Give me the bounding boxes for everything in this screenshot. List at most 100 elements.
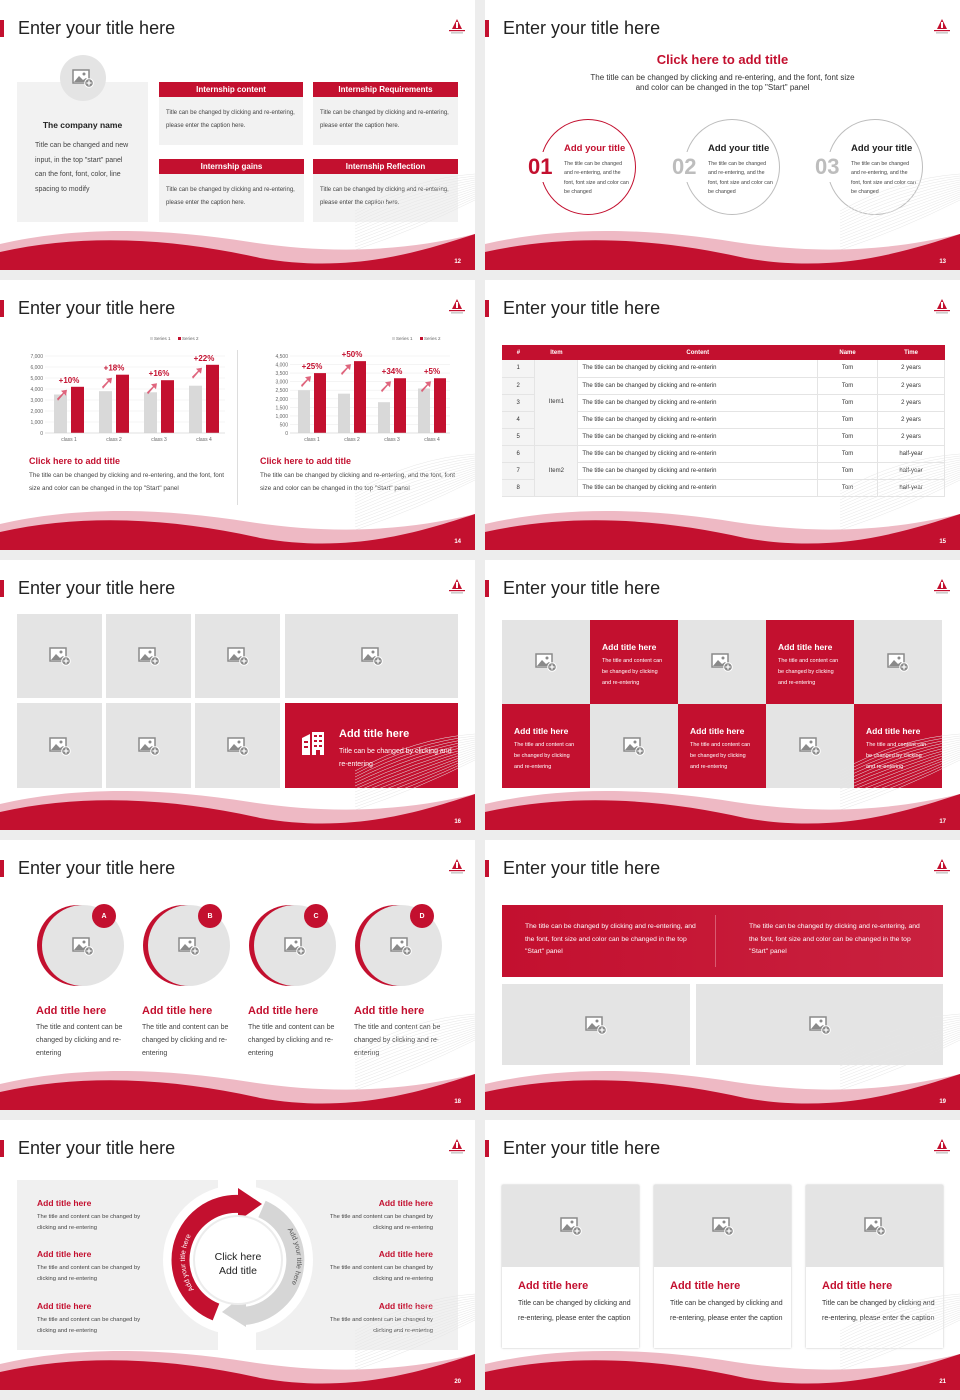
- slide-title[interactable]: Enter your title here: [18, 298, 176, 318]
- image-placeholder[interactable]: [502, 1185, 639, 1267]
- slide-21[interactable]: Add title here Title can be changed by c…: [485, 1120, 960, 1390]
- image-placeholder[interactable]: [854, 620, 942, 704]
- slide-title[interactable]: Enter your title here: [503, 578, 661, 598]
- image-circle[interactable]: [148, 905, 230, 986]
- image-add-icon: [808, 1015, 831, 1035]
- cell-number: 6: [502, 445, 536, 463]
- image-add-icon: [226, 646, 249, 666]
- slide-13[interactable]: Click here to add title The title can be…: [485, 0, 960, 270]
- image-placeholder[interactable]: [195, 614, 280, 698]
- slide-title[interactable]: Enter your title here: [503, 858, 661, 878]
- bar-series-2[interactable]: [314, 373, 326, 433]
- table-row[interactable]: 5 The title can be changed by clicking a…: [502, 428, 945, 446]
- bar-series-1[interactable]: [378, 402, 390, 433]
- company-image-placeholder[interactable]: [60, 55, 106, 101]
- image-placeholder[interactable]: [590, 704, 678, 788]
- image-placeholder[interactable]: [195, 703, 280, 788]
- table-row[interactable]: 2 The title can be changed by clicking a…: [502, 377, 945, 395]
- title-accent-bar: [0, 20, 4, 37]
- text-tile[interactable]: Add title here The title and content can …: [678, 704, 766, 788]
- card-desc: Title can be changed by clicking and re-…: [518, 1300, 631, 1322]
- image-placeholder[interactable]: [766, 704, 854, 788]
- image-placeholder[interactable]: [654, 1185, 791, 1267]
- feature-tile[interactable]: Add title here Title can be changed by c…: [285, 703, 458, 788]
- table-row[interactable]: 7 The title can be changed by clicking a…: [502, 462, 945, 480]
- card[interactable]: Add title here Title can be changed by c…: [654, 1185, 791, 1348]
- slide-title[interactable]: Enter your title here: [18, 1138, 176, 1158]
- x-tick-label: class 1: [61, 437, 77, 443]
- slide-title[interactable]: Enter your title here: [18, 578, 176, 598]
- bar-series-2[interactable]: [434, 378, 446, 433]
- page-number: 12: [454, 259, 461, 265]
- image-add-icon: [711, 1216, 734, 1236]
- image-placeholder[interactable]: [502, 620, 590, 704]
- table-row[interactable]: 3 The title can be changed by clicking a…: [502, 394, 945, 412]
- image-placeholder[interactable]: [678, 620, 766, 704]
- slide-12[interactable]: The company name Title can be changed an…: [0, 0, 475, 270]
- bar-series-1[interactable]: [54, 394, 67, 434]
- text-tile[interactable]: Add title here The title and content can …: [766, 620, 854, 704]
- chart-2-desc: The title can be changed by clicking and…: [260, 472, 455, 492]
- image-placeholder[interactable]: [285, 614, 458, 698]
- image-placeholder[interactable]: [806, 1185, 943, 1267]
- x-tick-label: class 3: [384, 437, 400, 443]
- image-placeholder[interactable]: [17, 703, 102, 788]
- bottom-wave: [485, 1350, 960, 1390]
- image-add-icon: [72, 936, 94, 956]
- bar-series-1[interactable]: [338, 393, 350, 433]
- slide-19[interactable]: The title can be changed by clicking and…: [485, 840, 960, 1110]
- image-add-icon: [284, 936, 306, 956]
- bar-series-2[interactable]: [354, 361, 366, 433]
- bar-series-1[interactable]: [144, 392, 157, 433]
- growth-arrow: [57, 389, 67, 401]
- decorative-lines: [840, 733, 960, 810]
- tile-desc: The title and content can be changed by …: [514, 742, 575, 770]
- bar-series-2[interactable]: [116, 374, 129, 433]
- slide-15[interactable]: # Item Content Name Time 1 Item1 The tit…: [485, 280, 960, 550]
- slide-14[interactable]: 0 1,000 2,000 3,000 4,000 5,000 6,000 7,000 +10%…: [0, 280, 475, 550]
- bar-series-1[interactable]: [298, 390, 310, 433]
- text-tile[interactable]: Add title here The title and content can …: [590, 620, 678, 704]
- slide-title[interactable]: Enter your title here: [18, 18, 176, 38]
- slide-16[interactable]: Add title here Title can be changed by c…: [0, 560, 475, 830]
- image-placeholder[interactable]: [17, 614, 102, 698]
- bar-series-2[interactable]: [161, 380, 174, 433]
- image-placeholder[interactable]: [502, 984, 690, 1065]
- title-accent-bar: [0, 580, 4, 597]
- bar-series-2[interactable]: [394, 378, 406, 433]
- bar-series-1[interactable]: [99, 391, 112, 433]
- table-row[interactable]: 6 Item2 The title can be changed by clic…: [502, 445, 945, 497]
- item-desc: The title and content can be changed by …: [142, 1024, 229, 1057]
- table-row[interactable]: 4 The title can be changed by clicking a…: [502, 411, 945, 429]
- growth-arrow: [341, 364, 351, 376]
- item-desc: The title and content can be changed by …: [354, 1024, 441, 1057]
- decorative-lines: [355, 1293, 475, 1370]
- table-row[interactable]: 8 The title can be changed by clicking a…: [502, 479, 945, 497]
- cell-number: 1: [502, 360, 536, 378]
- table-row[interactable]: 1 Item1 The title can be changed by clic…: [502, 360, 945, 446]
- slide-18[interactable]: A Add title here The title and content c…: [0, 840, 475, 1110]
- slide-title[interactable]: Enter your title here: [503, 1138, 661, 1158]
- y-tick-label: 2,000: [275, 397, 288, 403]
- decorative-lines: [355, 173, 475, 250]
- slide-title[interactable]: Enter your title here: [503, 18, 661, 38]
- bar-series-1[interactable]: [189, 385, 202, 433]
- bar-series-2[interactable]: [71, 386, 84, 433]
- image-placeholder[interactable]: [106, 614, 191, 698]
- card[interactable]: Add title here Title can be changed by c…: [502, 1185, 639, 1348]
- cell-content: The title can be changed by clicking and…: [577, 377, 819, 395]
- cell-content: The title can be changed by clicking and…: [577, 445, 819, 463]
- bar-series-1[interactable]: [418, 388, 430, 433]
- bar-charts: 0 1,000 2,000 3,000 4,000 5,000 6,000 7,000 +10%…: [30, 336, 450, 443]
- image-placeholder[interactable]: [106, 703, 191, 788]
- slide-title[interactable]: Enter your title here: [18, 858, 176, 878]
- slide-17[interactable]: Add title here The title and content can …: [485, 560, 960, 830]
- cell-name: Tom: [817, 394, 879, 412]
- cell-item: Item2: [534, 445, 579, 497]
- center-circle[interactable]: [193, 1215, 283, 1305]
- growth-label: +25%: [302, 362, 323, 371]
- bar-series-2[interactable]: [206, 364, 219, 433]
- slide-title[interactable]: Enter your title here: [503, 298, 661, 318]
- text-tile[interactable]: Add title here The title and content can …: [502, 704, 590, 788]
- slide-20[interactable]: Add title here The title and content can…: [0, 1120, 475, 1390]
